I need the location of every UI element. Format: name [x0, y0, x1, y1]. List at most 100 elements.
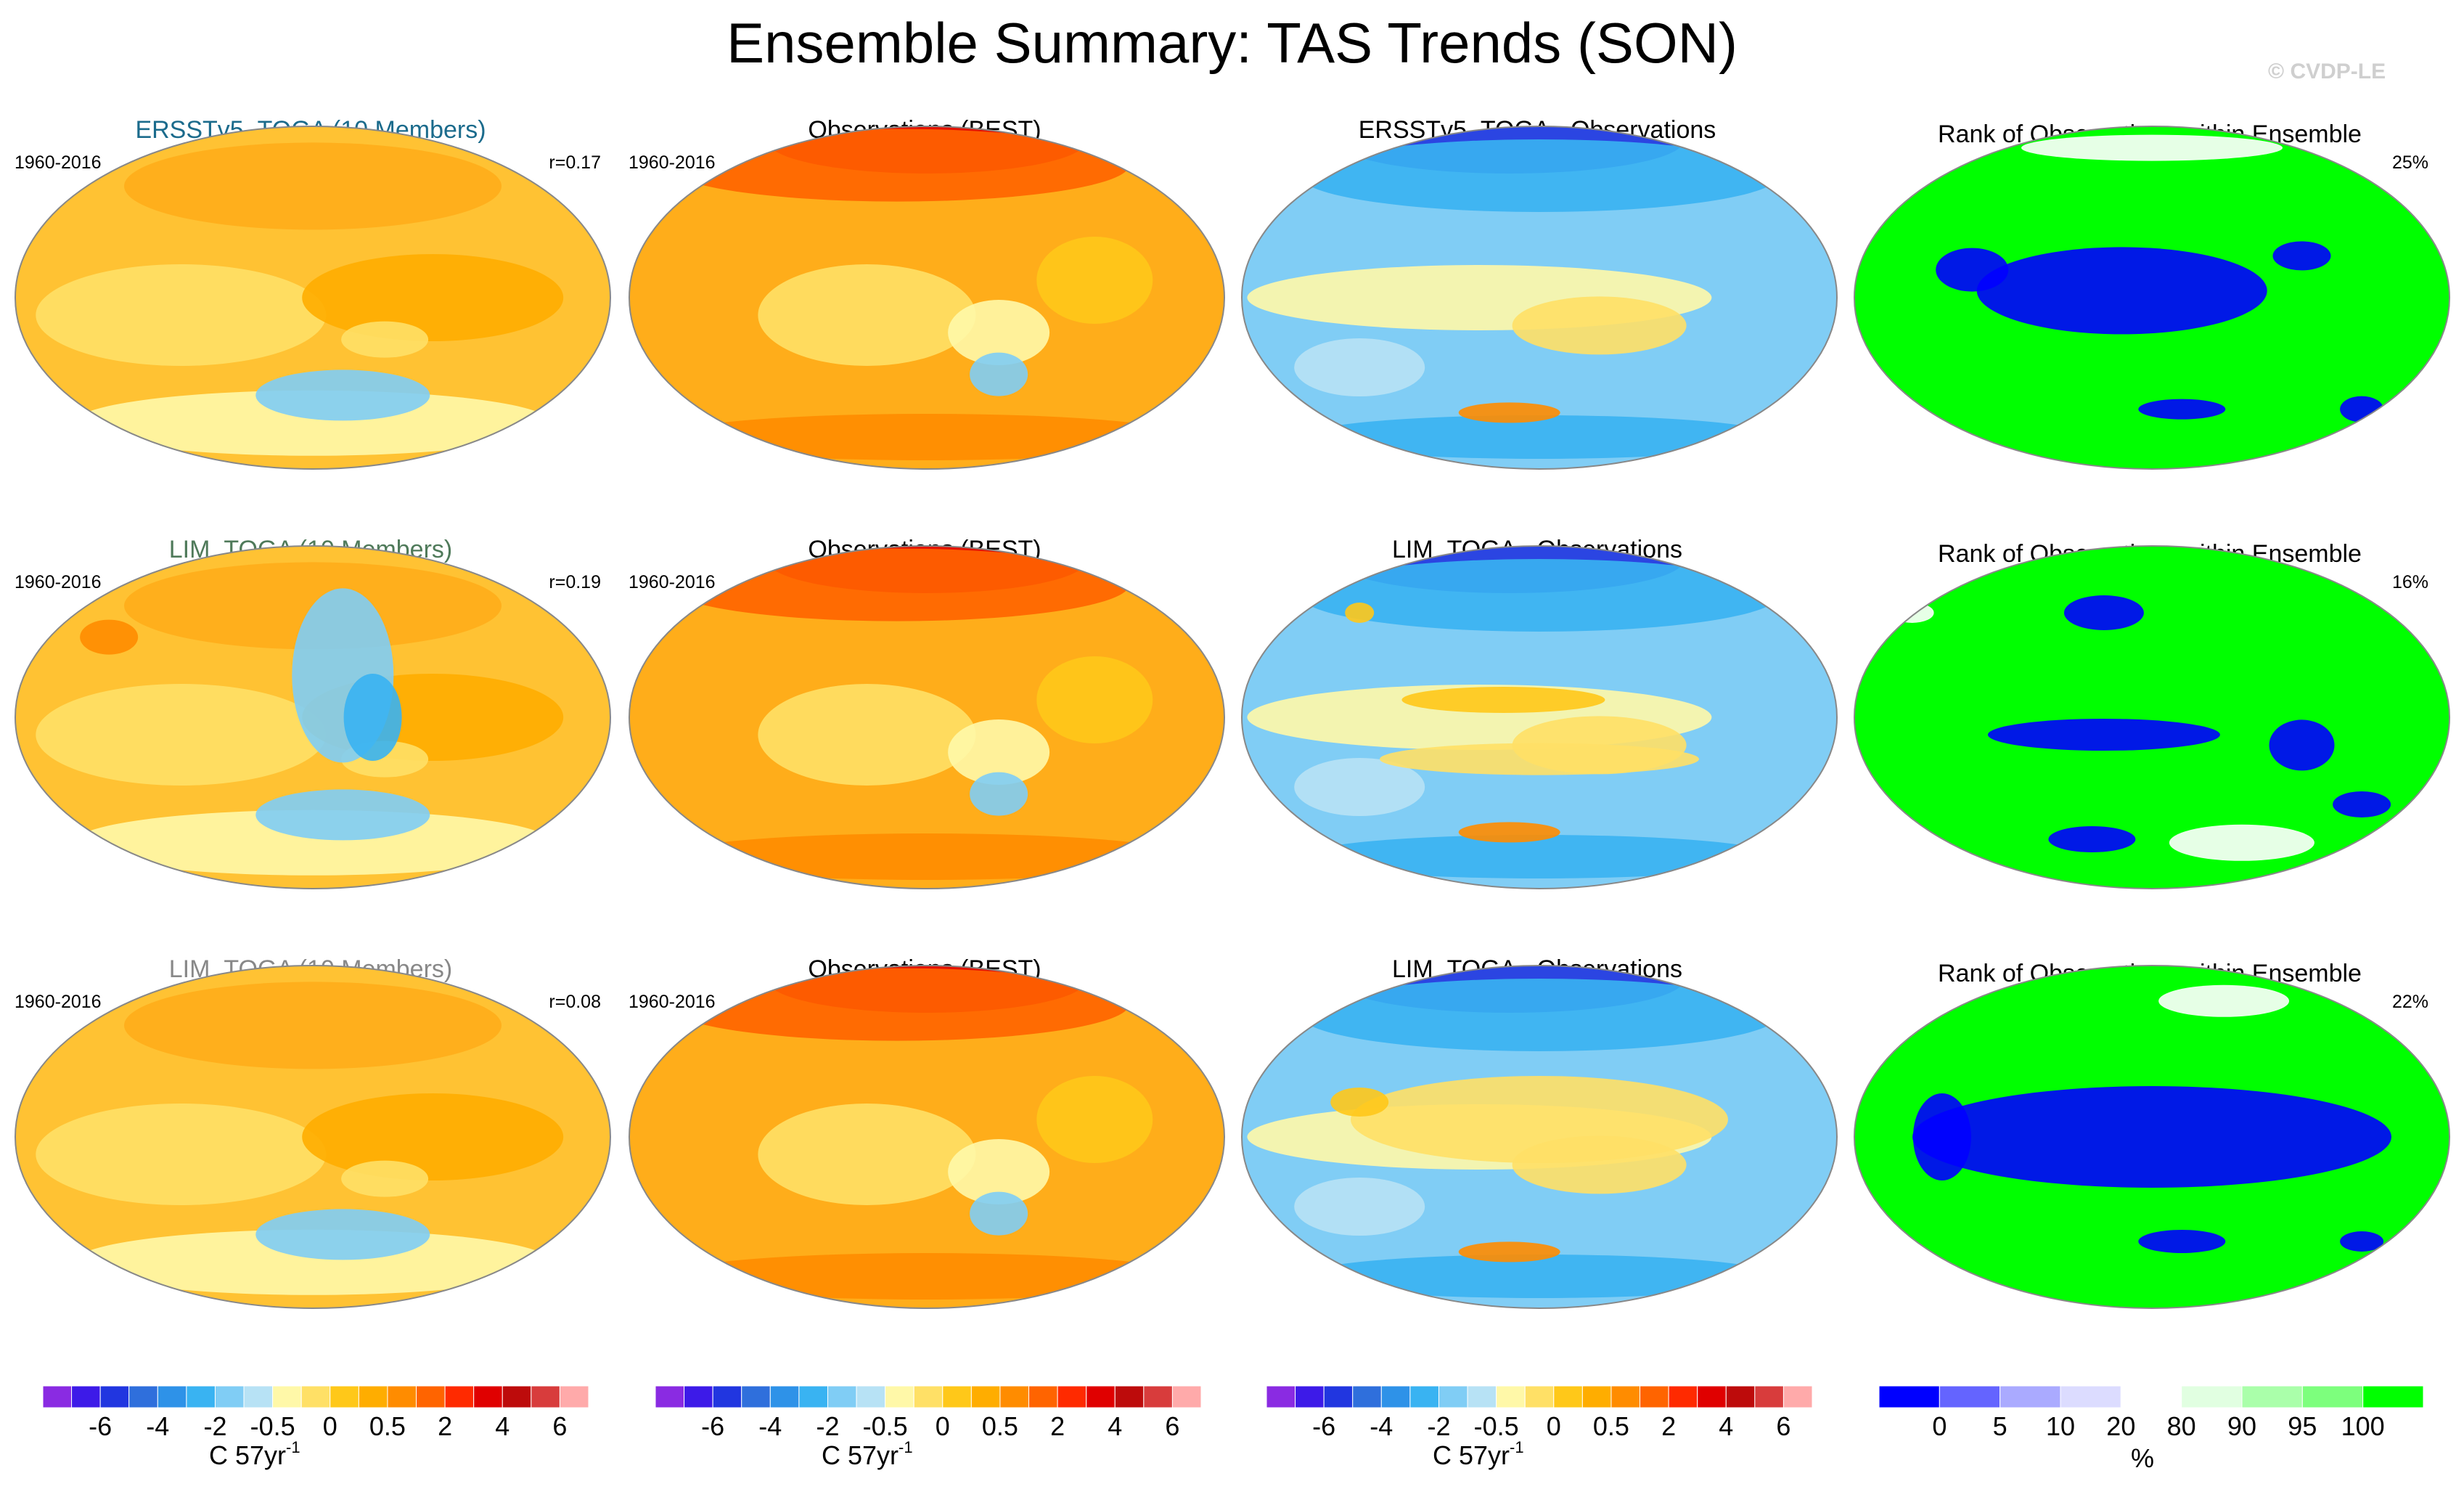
colorbar-swatch [444, 1385, 475, 1408]
rank-colorbar-swatch [2181, 1385, 2243, 1408]
colorbar-swatch [1496, 1385, 1526, 1408]
colorbar-swatch [1467, 1385, 1497, 1408]
model-map-row-1 [13, 123, 613, 472]
rank-colorbar-tick-label: 20 [2106, 1411, 2136, 1441]
colorbar-units: C 57yr-1 [1433, 1438, 1524, 1471]
diff-map-row-3 [1240, 963, 1839, 1311]
rank-colorbar-tick-label: 80 [2166, 1411, 2196, 1441]
colorbar-tick-label: -0.5 [862, 1411, 908, 1441]
rank-map-row-2 [1852, 543, 2452, 892]
colorbar-swatch [243, 1385, 274, 1408]
rank-colorbar-swatch [2241, 1385, 2303, 1408]
copyright-watermark: © CVDP-LE [2268, 60, 2386, 83]
colorbar-swatch [1782, 1385, 1813, 1408]
colorbar-swatch [1057, 1385, 1087, 1408]
trend-colorbar-3 [1266, 1385, 1813, 1408]
colorbar-tick-label: -6 [89, 1411, 112, 1441]
rank-colorbar-swatch [1939, 1385, 2001, 1408]
rank-colorbar-swatch [2060, 1385, 2121, 1408]
units-superscript: -1 [899, 1438, 913, 1456]
units-superscript: -1 [286, 1438, 300, 1456]
colorbar-units: C 57yr-1 [209, 1438, 300, 1471]
colorbar-swatch [1171, 1385, 1202, 1408]
rank-percentage-label: 25% [2391, 152, 2428, 173]
pattern-correlation-label: r=0.17 [549, 152, 601, 173]
colorbar-tick-label: -2 [816, 1411, 840, 1441]
colorbar-swatch [473, 1385, 503, 1408]
colorbar-tick-label: 2 [1661, 1411, 1677, 1441]
colorbar-swatch [1323, 1385, 1354, 1408]
colorbar-swatch [1610, 1385, 1641, 1408]
colorbar-swatch [856, 1385, 886, 1408]
colorbar-swatch [157, 1385, 187, 1408]
colorbar-swatch [1380, 1385, 1411, 1408]
colorbar-swatch [741, 1385, 771, 1408]
colorbar-swatch [1581, 1385, 1612, 1408]
colorbar-swatch [1114, 1385, 1145, 1408]
model-period-label: 1960-2016 [15, 572, 102, 592]
figure-title: Ensemble Summary: TAS Trends (SON) [726, 11, 1738, 75]
rank-colorbar-tick-label: 10 [2045, 1411, 2076, 1441]
colorbar-tick-label: -2 [1427, 1411, 1451, 1441]
colorbar-tick-label: 0.5 [369, 1411, 406, 1441]
colorbar-units: C 57yr-1 [822, 1438, 913, 1471]
obs-map-row-3 [627, 963, 1227, 1311]
trend-colorbar-1 [42, 1385, 589, 1408]
colorbar-tick-label: 0 [322, 1411, 337, 1441]
colorbar-tick-label: 2 [438, 1411, 453, 1441]
rank-map-row-3 [1852, 963, 2452, 1311]
colorbar-tick-label: 4 [1108, 1411, 1123, 1441]
rank-percentage-label: 16% [2391, 572, 2428, 592]
colorbar-swatch [1295, 1385, 1325, 1408]
colorbar-swatch [1725, 1385, 1756, 1408]
units-text: C 57yr [209, 1440, 287, 1470]
rank-colorbar-swatch [2362, 1385, 2424, 1408]
colorbar-tick-label: 0.5 [981, 1411, 1018, 1441]
colorbar-swatch [1266, 1385, 1296, 1408]
colorbar-swatch [387, 1385, 417, 1408]
colorbar-swatch [128, 1385, 158, 1408]
obs-period-label: 1960-2016 [629, 992, 716, 1012]
rank-colorbar-tick-label: 0 [1932, 1411, 1947, 1441]
colorbar-tick-label: -4 [758, 1411, 782, 1441]
colorbar-swatch [684, 1385, 713, 1408]
rank-percentage-label: 22% [2391, 992, 2428, 1012]
colorbar-swatch [300, 1385, 331, 1408]
colorbar-swatch [1028, 1385, 1058, 1408]
rank-colorbar-swatch [2301, 1385, 2364, 1408]
obs-period-label: 1960-2016 [629, 572, 716, 592]
colorbar-swatch [1697, 1385, 1727, 1408]
colorbar-tick-label: 0.5 [1592, 1411, 1629, 1441]
colorbar-tick-label: 0 [1546, 1411, 1561, 1441]
colorbar-swatch [942, 1385, 972, 1408]
rank-colorbar-swatch [1878, 1385, 1940, 1408]
colorbar-swatch [1409, 1385, 1439, 1408]
colorbar-tick-label: 6 [1165, 1411, 1180, 1441]
rank-colorbar-tick-label: 5 [1992, 1411, 2007, 1441]
trend-colorbar-2 [655, 1385, 1202, 1408]
colorbar-swatch [1143, 1385, 1173, 1408]
colorbar-tick-label: -6 [1312, 1411, 1336, 1441]
colorbar-tick-label: -6 [701, 1411, 725, 1441]
colorbar-swatch [712, 1385, 742, 1408]
obs-period-label: 1960-2016 [629, 152, 716, 173]
colorbar-tick-label: -0.5 [1473, 1411, 1519, 1441]
colorbar-tick-label: -4 [1370, 1411, 1393, 1441]
rank-colorbar-tick-label: 100 [2341, 1411, 2385, 1441]
obs-map-row-1 [627, 123, 1227, 472]
colorbar-swatch [655, 1385, 685, 1408]
colorbar-swatch [798, 1385, 828, 1408]
model-period-label: 1960-2016 [15, 992, 102, 1012]
colorbar-swatch [358, 1385, 388, 1408]
colorbar-swatch [71, 1385, 101, 1408]
colorbar-swatch [1553, 1385, 1583, 1408]
colorbar-swatch [1640, 1385, 1669, 1408]
model-map-row-2 [13, 543, 613, 892]
units-text: C 57yr [1433, 1440, 1510, 1470]
rank-colorbar [1878, 1385, 2424, 1408]
obs-map-row-2 [627, 543, 1227, 892]
colorbar-swatch [913, 1385, 944, 1408]
colorbar-swatch [42, 1385, 73, 1408]
colorbar-swatch [272, 1385, 302, 1408]
colorbar-swatch [999, 1385, 1030, 1408]
